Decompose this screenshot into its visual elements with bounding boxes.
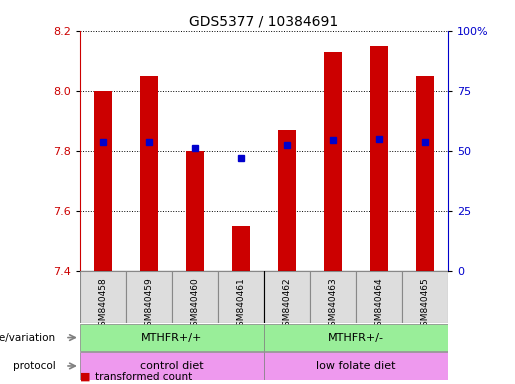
Text: GSM840461: GSM840461	[236, 277, 246, 332]
Text: MTHFR+/-: MTHFR+/-	[328, 333, 384, 343]
Text: GSM840459: GSM840459	[144, 277, 153, 332]
Bar	[186, 151, 204, 271]
Text: genotype/variation: genotype/variation	[0, 333, 56, 343]
Bar	[324, 52, 342, 271]
Text: low folate diet: low folate diet	[316, 361, 396, 371]
Bar	[264, 324, 448, 351]
Text: protocol: protocol	[13, 361, 56, 371]
Bar	[80, 271, 126, 323]
Title: GDS5377 / 10384691: GDS5377 / 10384691	[190, 14, 338, 28]
Text: ■: ■	[80, 372, 90, 382]
Bar	[126, 271, 172, 323]
Text: GSM840465: GSM840465	[421, 277, 430, 332]
Bar	[140, 76, 158, 271]
Bar	[264, 271, 310, 323]
Bar	[264, 353, 448, 380]
Text: control diet: control diet	[140, 361, 204, 371]
Bar	[80, 353, 264, 380]
Bar	[278, 130, 296, 271]
Text: MTHFR+/+: MTHFR+/+	[141, 333, 202, 343]
Text: GSM840458: GSM840458	[98, 277, 107, 332]
Bar	[94, 91, 112, 271]
Text: GSM840463: GSM840463	[329, 277, 337, 332]
Text: transformed count: transformed count	[95, 372, 193, 382]
Bar	[80, 324, 264, 351]
Bar	[310, 271, 356, 323]
Bar	[172, 271, 218, 323]
Text: GSM840464: GSM840464	[374, 277, 384, 332]
Bar	[370, 46, 388, 271]
Bar	[232, 226, 250, 271]
Text: GSM840460: GSM840460	[191, 277, 199, 332]
Text: GSM840462: GSM840462	[282, 277, 291, 332]
Bar	[416, 76, 434, 271]
Bar	[356, 271, 402, 323]
Bar	[218, 271, 264, 323]
Bar	[402, 271, 448, 323]
